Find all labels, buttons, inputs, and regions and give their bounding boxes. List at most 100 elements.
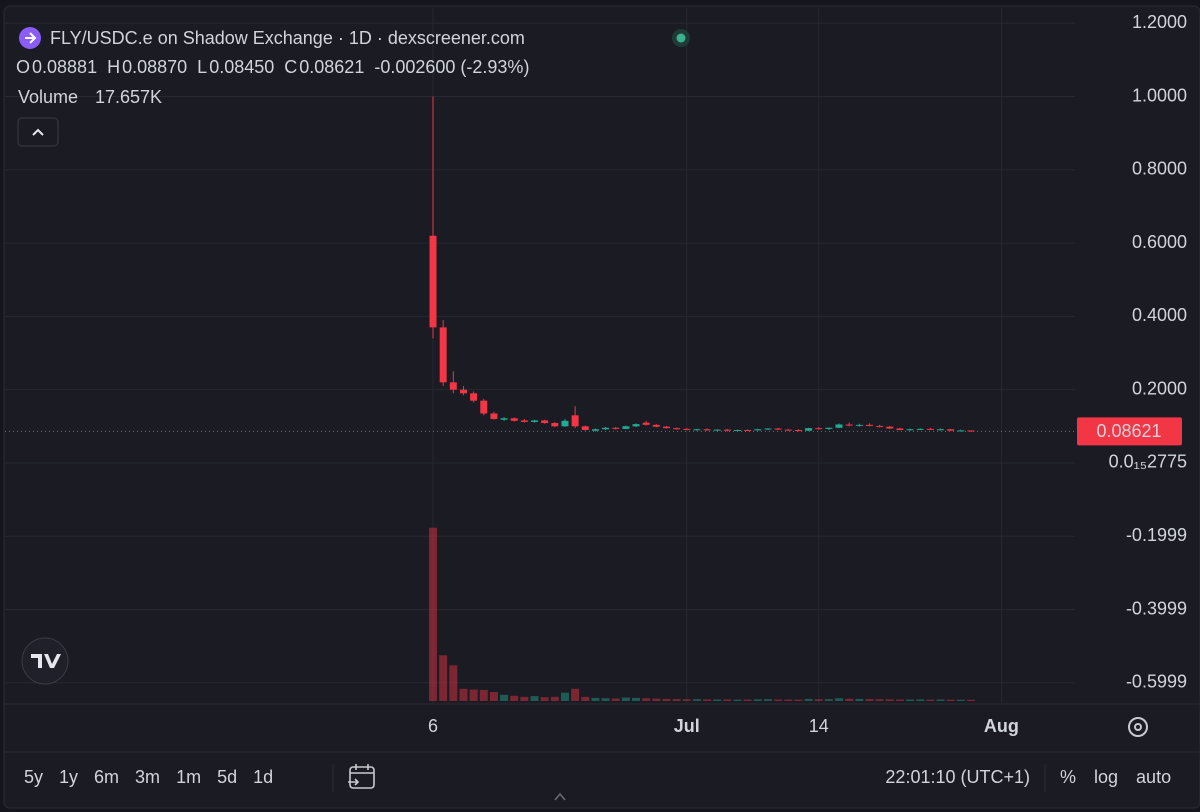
volume-bar xyxy=(713,699,722,701)
candle-body xyxy=(723,429,731,431)
logo-glyph xyxy=(31,654,61,668)
ohlc-value: 0.08450 xyxy=(209,57,274,77)
candle-body xyxy=(835,424,843,428)
candle-body xyxy=(916,428,924,430)
range-button[interactable]: 3m xyxy=(135,767,160,787)
volume-bar xyxy=(906,699,915,701)
volume-bar xyxy=(845,698,854,701)
volume-bar xyxy=(601,698,610,701)
candle-body xyxy=(805,428,813,431)
scale-button[interactable]: auto xyxy=(1136,767,1171,787)
candle-body xyxy=(490,413,498,419)
candle-body xyxy=(713,429,721,431)
settings-icon[interactable] xyxy=(1128,717,1148,737)
expand-handle[interactable] xyxy=(554,792,566,801)
volume-bar xyxy=(682,699,691,701)
clock: 22:01:10 (UTC+1) xyxy=(885,767,1030,787)
candle-body xyxy=(693,429,701,431)
volume-bar xyxy=(926,699,935,701)
volume-bar xyxy=(642,698,651,701)
candle-body xyxy=(815,428,823,430)
volume-bar xyxy=(692,699,701,701)
ohlc-value: 0.08621 xyxy=(299,57,364,77)
volume-bar xyxy=(520,696,529,701)
change: -0.002600 (-2.93%) xyxy=(374,57,529,77)
candle-body xyxy=(561,420,569,427)
candle-body xyxy=(683,428,691,430)
range-button[interactable]: 5y xyxy=(24,767,43,787)
y-tick-label: -0.5999 xyxy=(1126,672,1187,692)
candle-body xyxy=(937,429,945,431)
volume-bar xyxy=(621,697,630,701)
candle-body xyxy=(459,389,467,394)
scale-button[interactable]: log xyxy=(1094,767,1118,787)
volume-bar xyxy=(956,699,965,701)
candle-body xyxy=(734,429,742,431)
logo[interactable] xyxy=(21,637,69,685)
candle-body xyxy=(673,428,681,430)
candle-body xyxy=(632,424,640,427)
candle-body xyxy=(764,428,772,430)
chart-panel xyxy=(3,5,1200,809)
x-tick-label: 14 xyxy=(809,716,829,736)
range-button[interactable]: 5d xyxy=(217,767,237,787)
candle-body xyxy=(754,429,762,431)
volume-value: 17.657K xyxy=(95,87,162,107)
settings-icon-center xyxy=(1134,723,1142,731)
volume-bar xyxy=(439,655,448,701)
y-tick-label: 0.8000 xyxy=(1132,159,1187,179)
volume-bar xyxy=(753,699,762,701)
candle-body xyxy=(967,430,975,432)
candle-body xyxy=(449,382,457,390)
x-tick-label: 6 xyxy=(428,716,438,736)
range-button[interactable]: 1y xyxy=(59,767,78,787)
volume-bar xyxy=(875,699,884,701)
ohlc-key: O xyxy=(16,57,30,77)
range-button[interactable]: 1d xyxy=(253,767,273,787)
volume-bar xyxy=(459,688,468,701)
volume-bar xyxy=(916,699,925,701)
candle-body xyxy=(947,429,955,431)
candle-body xyxy=(896,428,904,430)
candle-body xyxy=(744,429,752,431)
status-dot xyxy=(676,33,686,43)
candle-body xyxy=(571,415,579,427)
candle-body xyxy=(662,426,670,429)
scale-button[interactable]: % xyxy=(1060,767,1076,787)
x-tick-label: Aug xyxy=(984,716,1019,736)
y-tick-label: 0.6000 xyxy=(1132,232,1187,252)
volume-bar xyxy=(449,665,458,701)
volume-bar xyxy=(774,699,783,701)
y-tick-label: 0.0₁₅2775 xyxy=(1109,452,1187,472)
volume-bar xyxy=(652,698,661,701)
candle-body xyxy=(855,424,863,426)
volume-bar xyxy=(804,698,813,701)
collapse-button[interactable] xyxy=(17,117,59,147)
candle-body xyxy=(876,425,884,427)
volume-bar xyxy=(510,695,519,701)
x-tick-label: Jul xyxy=(674,716,700,736)
volume-bar xyxy=(540,697,549,701)
volume-bar xyxy=(611,698,620,701)
last-price-label: 0.08621 xyxy=(1096,421,1161,441)
last-price-box xyxy=(1077,417,1182,446)
volume-bar xyxy=(865,699,874,701)
calendar-icon-detail xyxy=(348,764,374,786)
volume-bar xyxy=(794,699,803,701)
candle-body xyxy=(602,427,610,430)
range-button[interactable]: 1m xyxy=(176,767,201,787)
candle-body xyxy=(612,427,620,429)
candle-body xyxy=(622,426,630,429)
y-tick-label: -0.1999 xyxy=(1126,525,1187,545)
candle-body xyxy=(581,426,589,430)
volume-bar xyxy=(571,688,580,701)
range-button[interactable]: 6m xyxy=(94,767,119,787)
calendar-icon[interactable] xyxy=(349,766,375,789)
volume-bar xyxy=(946,699,955,701)
candle-body xyxy=(429,235,437,328)
candle-body xyxy=(480,400,488,414)
candle-body xyxy=(774,428,782,430)
volume-bar xyxy=(560,692,569,701)
collapse-icon xyxy=(32,128,44,136)
